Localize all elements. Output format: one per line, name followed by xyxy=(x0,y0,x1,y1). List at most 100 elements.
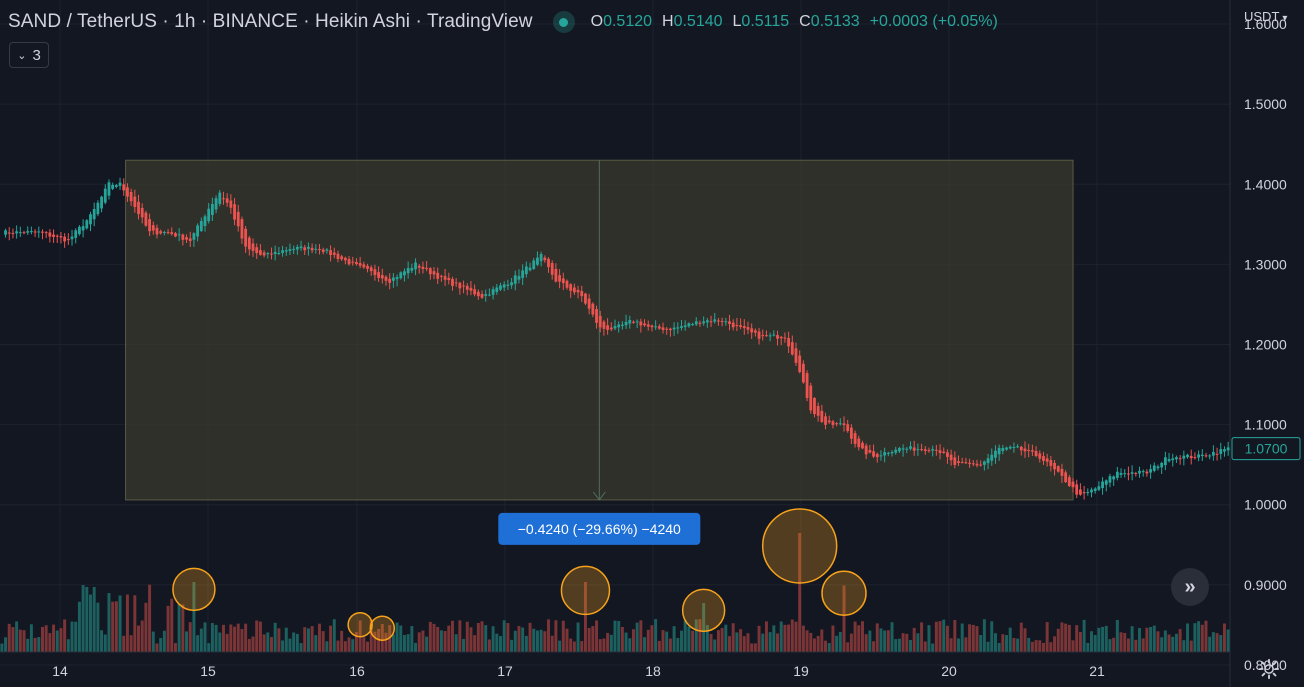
gear-icon[interactable] xyxy=(1258,658,1280,680)
volume-bar xyxy=(1200,624,1204,652)
candle-body xyxy=(1178,458,1182,460)
candle-body xyxy=(580,291,584,297)
candle-body xyxy=(26,231,30,233)
volume-bar xyxy=(517,625,521,652)
currency-selector[interactable]: USDT ▾ xyxy=(1244,9,1287,24)
candle-body xyxy=(1112,476,1116,480)
volume-bar xyxy=(292,632,296,652)
volume-bar xyxy=(572,641,576,652)
volume-bar xyxy=(595,620,599,652)
indicators-toggle-button[interactable]: ⌄ 3 xyxy=(9,42,49,68)
chevron-down-icon: ▾ xyxy=(1282,13,1288,24)
candle-body xyxy=(236,211,240,227)
volume-bar xyxy=(41,626,44,652)
volume-bar xyxy=(1019,622,1023,652)
candle-body xyxy=(499,285,502,290)
volume-bar xyxy=(1130,626,1134,652)
candle-body xyxy=(765,335,768,337)
candle-body xyxy=(118,182,122,186)
ohlc-key: H xyxy=(662,13,674,30)
candle-body xyxy=(539,253,543,262)
volume-bar xyxy=(661,630,665,652)
candle-body xyxy=(1012,446,1016,448)
candle-body xyxy=(314,248,318,250)
symbol-title[interactable]: SAND / TetherUS · 1h · BINANCE · Heikin … xyxy=(8,11,533,32)
market-status-icon[interactable] xyxy=(552,11,575,33)
volume-bar xyxy=(399,625,403,652)
volume-bar xyxy=(894,639,898,652)
volume-bar xyxy=(583,582,587,652)
volume-bar xyxy=(920,622,924,652)
volume-bar xyxy=(861,621,864,652)
candle-body xyxy=(1034,450,1038,456)
volume-bar xyxy=(343,641,347,652)
candle-body xyxy=(1145,471,1149,474)
candle-body xyxy=(451,278,454,286)
volume-highlight-circle xyxy=(172,567,216,612)
candle-body xyxy=(1211,452,1215,456)
candle-body xyxy=(835,423,839,425)
volume-bar xyxy=(1093,634,1097,652)
volume-bar xyxy=(1041,642,1045,652)
candle-body xyxy=(277,252,281,254)
candle-body xyxy=(875,453,879,458)
volume-bar xyxy=(1060,622,1064,652)
candle-body xyxy=(462,285,465,287)
time-tick-label: 17 xyxy=(497,663,513,679)
volume-bar xyxy=(1211,632,1215,652)
candle-body xyxy=(1156,466,1160,469)
candle-body xyxy=(820,410,824,422)
candle-body xyxy=(890,451,894,454)
candle-body xyxy=(1186,454,1189,458)
candle-body xyxy=(975,463,979,466)
scroll-to-realtime-button[interactable]: » xyxy=(1171,568,1209,606)
volume-bar xyxy=(617,621,621,652)
time-tick-label: 16 xyxy=(349,663,365,679)
volume-bar xyxy=(96,602,100,652)
candle-body xyxy=(1141,471,1145,473)
indicators-count: 3 xyxy=(32,46,41,64)
currency-label: USDT xyxy=(1244,9,1280,24)
candle-body xyxy=(366,265,369,269)
volume-bar xyxy=(85,586,89,652)
volume-bar xyxy=(1197,621,1201,652)
volume-bar xyxy=(214,624,218,652)
candle-body xyxy=(491,289,495,295)
candle-body xyxy=(510,282,513,286)
candle-body xyxy=(343,257,347,261)
candle-body xyxy=(55,235,59,237)
volume-bar xyxy=(29,624,33,652)
candle-body xyxy=(107,182,111,196)
candle-body xyxy=(325,249,329,251)
volume-bar xyxy=(539,629,543,652)
candle-body xyxy=(255,247,259,254)
candle-body xyxy=(968,462,971,464)
volume-bar xyxy=(901,633,905,652)
volume-bar xyxy=(484,625,488,652)
volume-bar xyxy=(990,621,994,652)
candle-body xyxy=(776,335,779,339)
volume-bar xyxy=(1178,629,1182,652)
volume-bar xyxy=(502,620,506,652)
volume-highlight-circle xyxy=(681,588,726,633)
candle-body xyxy=(691,324,694,326)
time-axis[interactable]: 14 15 16 17 18 19 20 21 xyxy=(52,663,1105,679)
volume-bar xyxy=(1045,622,1049,652)
candle-body xyxy=(934,449,938,451)
volume-bar xyxy=(683,620,687,652)
chart-overlays: −0.4240 (−29.66%) −4240 1.0700 xyxy=(498,437,1301,545)
time-tick-label: 14 xyxy=(52,663,68,679)
volume-bar xyxy=(1156,631,1160,652)
candle-body xyxy=(391,277,395,281)
candle-body xyxy=(554,268,558,282)
volume-bar xyxy=(111,601,115,652)
candle-body xyxy=(170,232,174,235)
candle-body xyxy=(1008,446,1012,449)
volume-bar xyxy=(890,622,894,652)
volume-bar xyxy=(406,634,410,652)
candle-body xyxy=(801,363,805,383)
candle-body xyxy=(849,427,853,439)
candle-body xyxy=(794,348,798,363)
